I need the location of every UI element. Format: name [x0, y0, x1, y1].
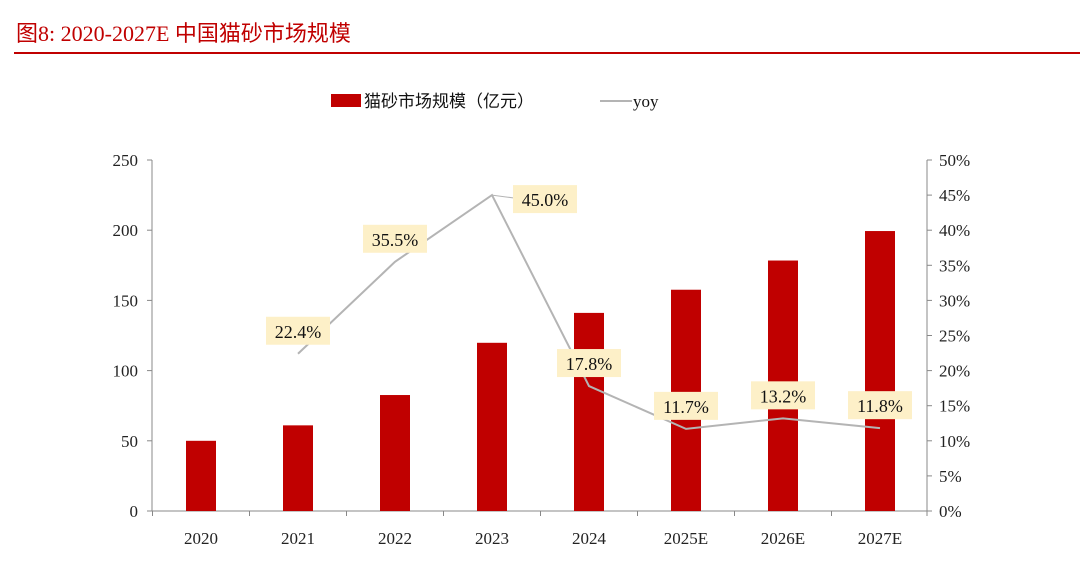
- data-label-bg: [751, 381, 815, 410]
- right-tick-label: 50%: [939, 151, 970, 170]
- x-tick-label: 2023: [475, 529, 509, 548]
- bar-2022: [380, 395, 410, 511]
- data-label-bg: [557, 349, 621, 378]
- bar-2027E: [865, 231, 895, 511]
- legend-bar-label: 猫砂市场规模（亿元）: [364, 92, 534, 111]
- x-tick-label: 2025E: [664, 529, 708, 548]
- figure-title: 图8: 2020-2027E 中国猫砂市场规模: [16, 21, 351, 46]
- x-tick-label: 2027E: [858, 529, 902, 548]
- data-label: 11.8%: [857, 396, 903, 416]
- x-tick-label: 2026E: [761, 529, 805, 548]
- data-label: 22.4%: [275, 322, 322, 342]
- x-tick-label: 2022: [378, 529, 412, 548]
- x-tick-label: 2021: [281, 529, 315, 548]
- data-label-bg: [654, 391, 718, 420]
- left-tick-label: 200: [113, 221, 139, 240]
- left-tick-label: 50: [121, 432, 138, 451]
- data-label: 13.2%: [760, 386, 807, 406]
- right-tick-label: 40%: [939, 221, 970, 240]
- right-tick-label: 45%: [939, 186, 970, 205]
- yoy-line: [297, 193, 881, 430]
- legend-line-label: yoy: [633, 92, 659, 111]
- left-tick-label: 0: [130, 502, 139, 521]
- left-tick-label: 150: [113, 291, 139, 310]
- data-label-bg: [266, 316, 330, 345]
- bar-2023: [477, 342, 507, 511]
- data-label-bg: [513, 185, 577, 214]
- right-tick-label: 20%: [939, 362, 970, 381]
- left-tick-label: 100: [113, 362, 139, 381]
- data-label-bg: [848, 391, 912, 420]
- right-tick-label: 10%: [939, 432, 970, 451]
- data-label: 17.8%: [566, 354, 613, 374]
- left-tick-label: 250: [113, 151, 139, 170]
- right-tick-label: 30%: [939, 291, 970, 310]
- bar-2021: [283, 425, 313, 511]
- data-label: 45.0%: [522, 190, 569, 210]
- right-tick-label: 5%: [939, 467, 962, 486]
- data-label: 35.5%: [372, 230, 419, 250]
- data-label-bg: [363, 224, 427, 253]
- data-label: 11.7%: [663, 397, 709, 417]
- bar-2024: [574, 312, 604, 511]
- legend-bar-swatch: [331, 94, 361, 107]
- right-tick-label: 15%: [939, 397, 970, 416]
- label-leader: [491, 194, 516, 199]
- right-tick-label: 25%: [939, 327, 970, 346]
- x-tick-label: 2024: [572, 529, 607, 548]
- right-tick-label: 35%: [939, 256, 970, 275]
- x-tick-label: 2020: [184, 529, 218, 548]
- title-rule: [14, 52, 1080, 54]
- right-tick-label: 0%: [939, 502, 962, 521]
- bar-2020: [186, 440, 216, 511]
